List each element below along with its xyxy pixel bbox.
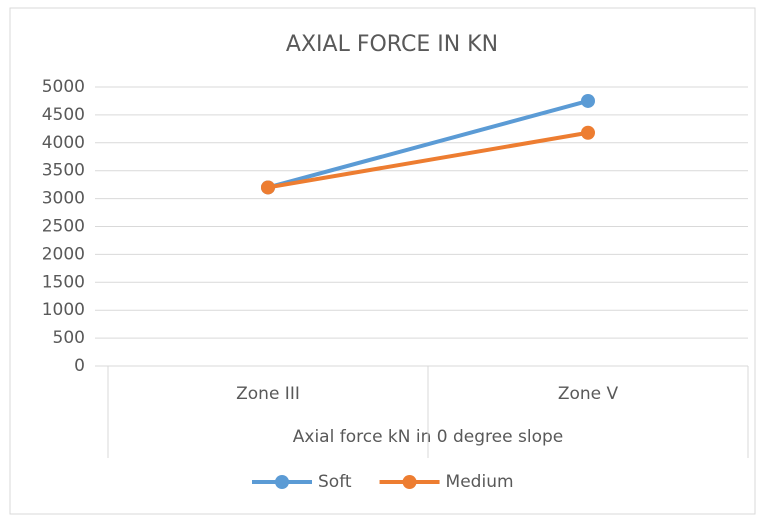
y-tick-label: 3000	[42, 189, 85, 209]
y-tick-label: 500	[53, 328, 85, 348]
y-tick-label: 1500	[42, 272, 85, 292]
legend-marker	[402, 475, 417, 489]
y-tick-label: 3500	[42, 161, 85, 181]
legend-label: Soft	[318, 472, 352, 492]
y-tick-label: 1000	[42, 300, 85, 320]
chart-border	[9, 7, 756, 515]
y-tick-label: 4000	[42, 133, 85, 153]
series-line	[266, 98, 590, 190]
series-marker	[261, 180, 275, 195]
legend-label: Medium	[446, 472, 514, 492]
series-marker	[581, 93, 595, 108]
series-line	[266, 130, 590, 190]
y-tick-label: 0	[74, 356, 85, 376]
y-tick-label: 2000	[42, 244, 85, 264]
y-tick-label: 2500	[42, 217, 85, 237]
legend-marker	[275, 475, 289, 489]
x-tick-label: Zone V	[558, 384, 619, 404]
y-tick-label: 4500	[42, 105, 85, 125]
series-marker	[581, 125, 595, 140]
chart-title: AXIAL FORCE IN KN	[286, 32, 498, 57]
y-tick-label: 5000	[42, 77, 85, 97]
x-tick-label: Zone III	[236, 384, 300, 404]
